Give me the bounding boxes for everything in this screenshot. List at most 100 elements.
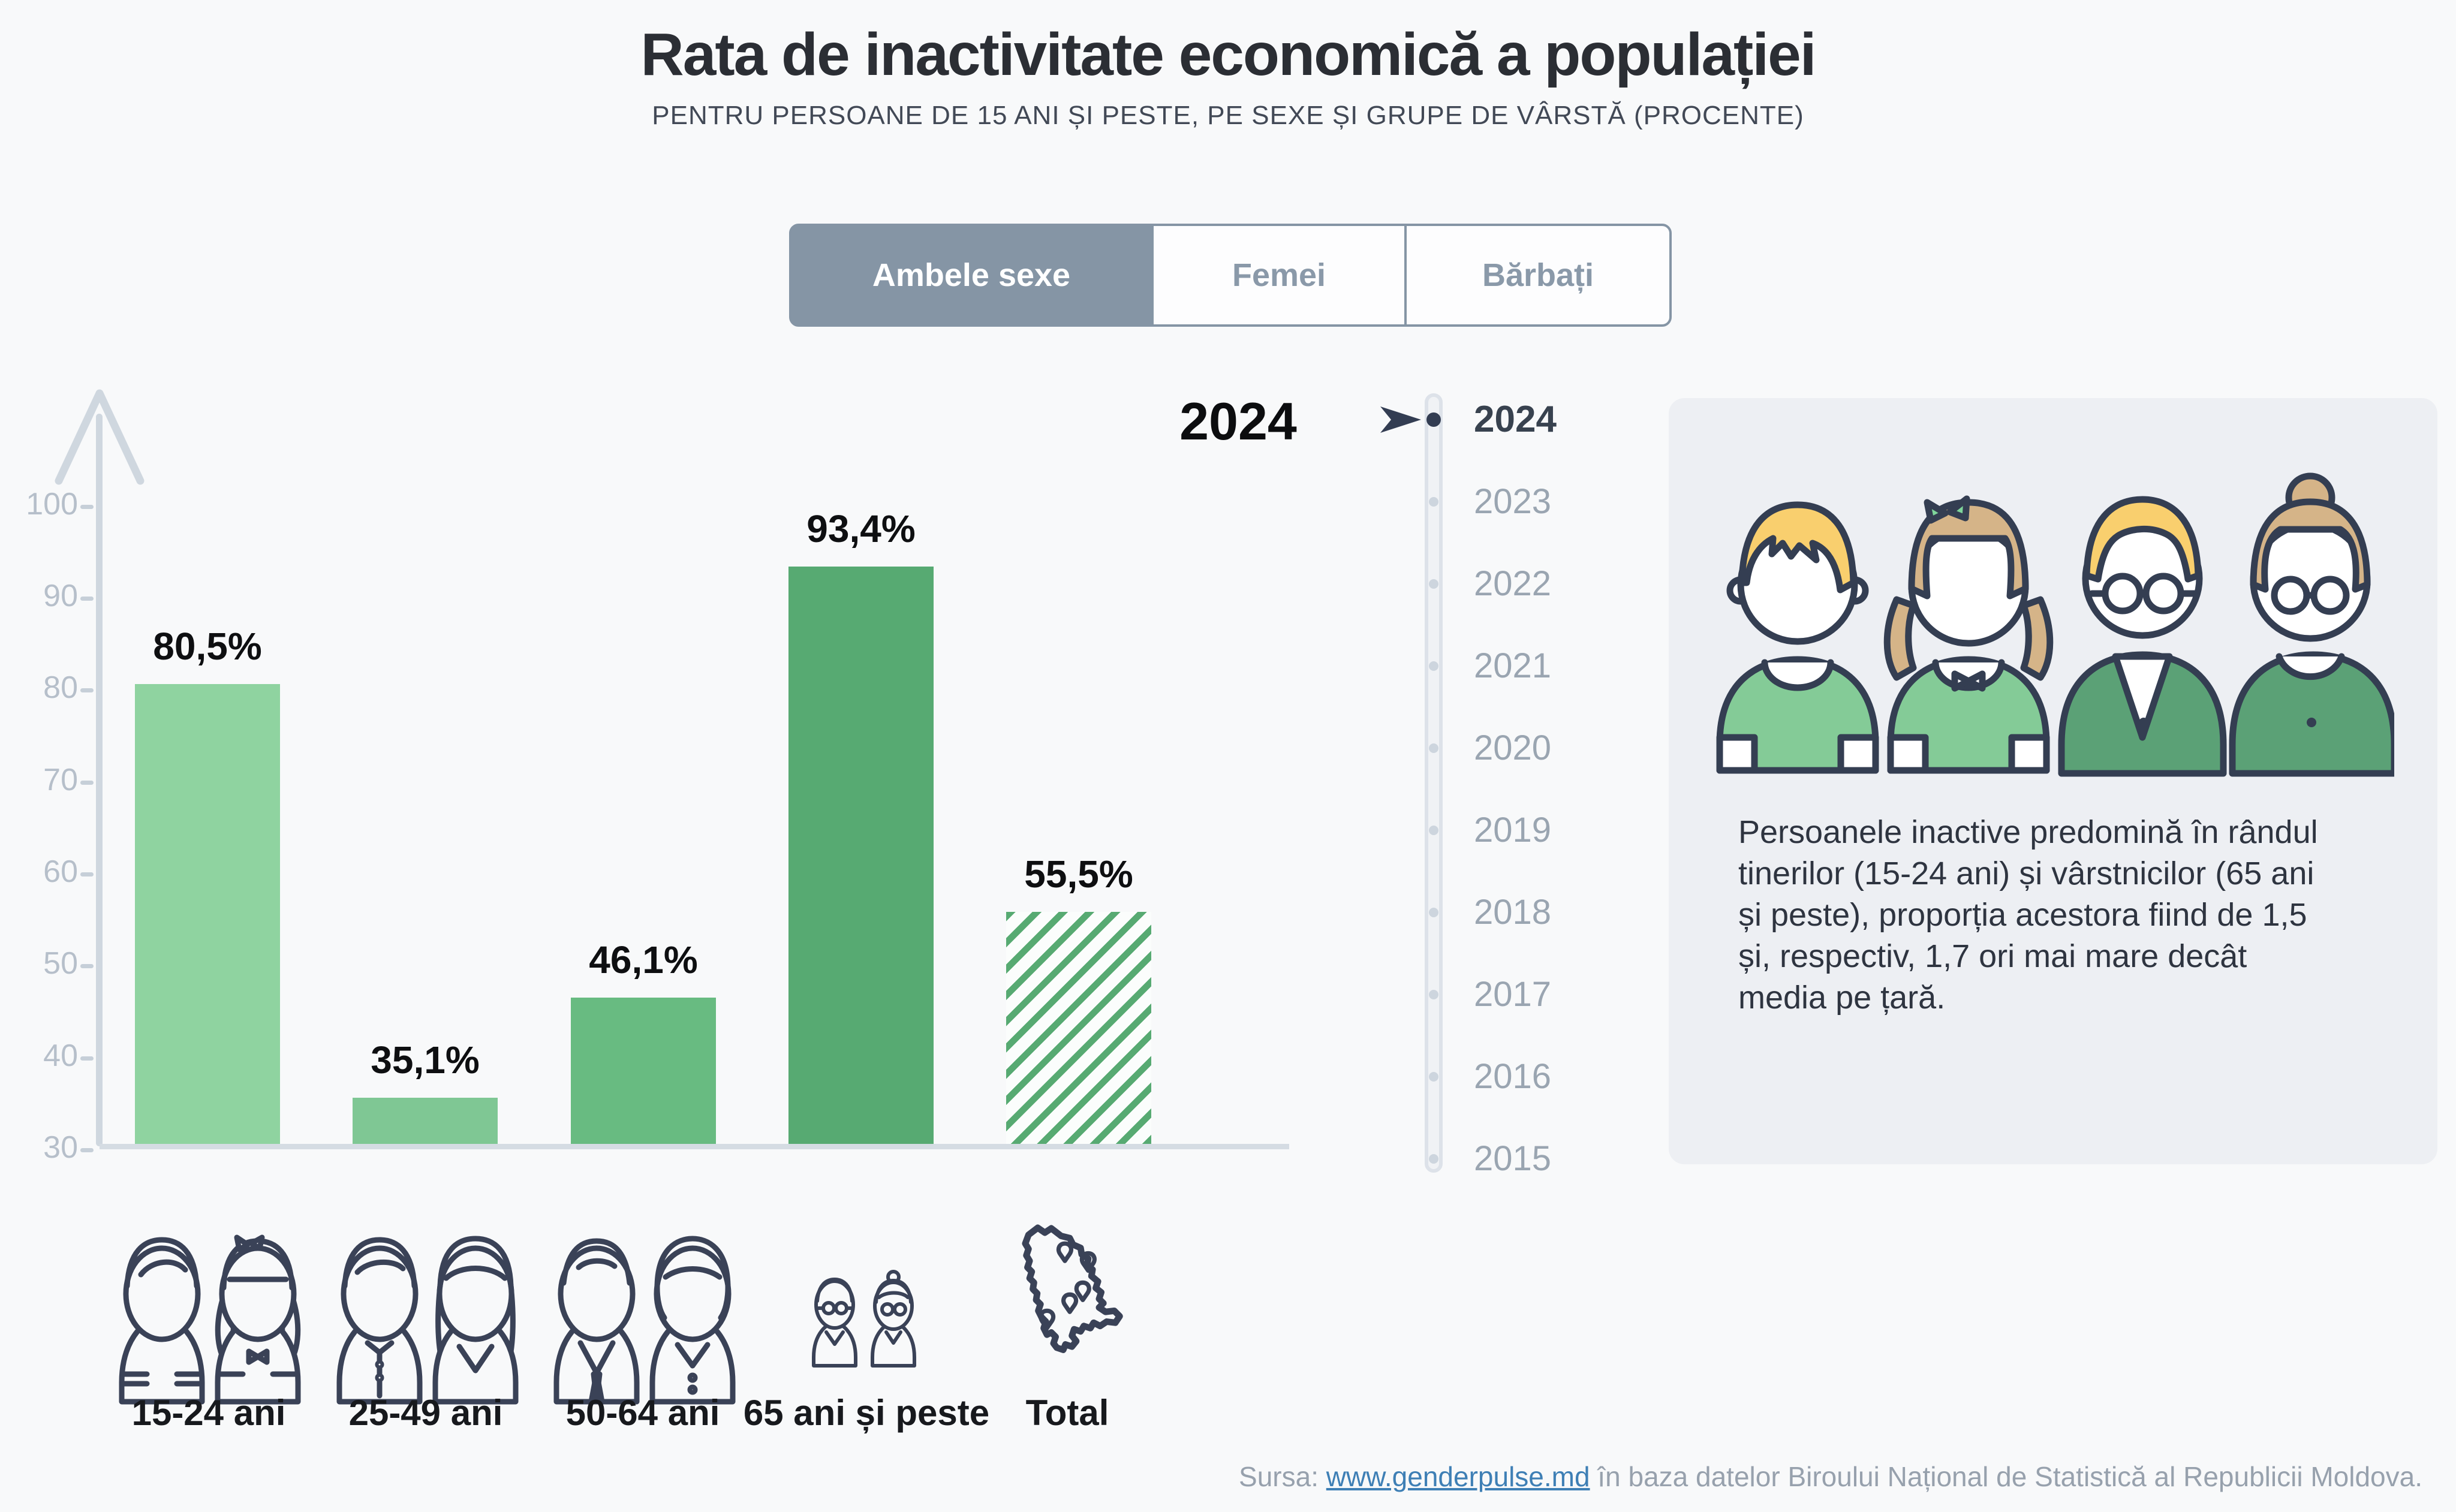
age-65-plus-icon (812, 1270, 916, 1368)
tab-femei[interactable]: Femei (1151, 224, 1407, 327)
timeline-year-label[interactable]: 2018 (1474, 893, 1552, 932)
bar-65-plus (788, 567, 934, 1144)
source-link[interactable]: www.genderpulse.md (1326, 1461, 1590, 1492)
tab-label: Bărbați (1482, 257, 1594, 293)
map-pin-icon (1039, 1241, 1097, 1330)
timeline-dot[interactable] (1429, 1154, 1438, 1164)
timeline-year-label[interactable]: 2017 (1474, 975, 1552, 1014)
timeline-year-2018[interactable]: 2018 (1379, 892, 1661, 933)
info-card-text: Persoanele inactive predomină în rândul … (1738, 814, 2318, 1016)
y-tick-30: 30 (43, 1130, 78, 1165)
bar-15-24 (135, 684, 280, 1144)
bar-value-label: 46,1% (589, 938, 698, 981)
woman-avatar-icon (2229, 472, 2394, 777)
y-tick-60: 60 (43, 854, 78, 889)
tab-barbati[interactable]: Bărbați (1404, 224, 1672, 327)
timeline-dot[interactable] (1426, 412, 1441, 427)
timeline-year-2024[interactable]: 2024 (1379, 399, 1661, 440)
info-card: Persoanele inactive predomină în rândul … (1669, 398, 2437, 1164)
adult-woman-outline-icon (432, 1236, 519, 1405)
selected-year-label: 2024 (1179, 391, 1297, 451)
tab-ambele-sexe[interactable]: Ambele sexe (789, 224, 1154, 327)
y-tick-mark (80, 1148, 94, 1152)
category-label-25-49: 25-49 ani (348, 1393, 503, 1433)
y-tick-mark (80, 781, 94, 785)
timeline-year-2023[interactable]: 2023 (1379, 481, 1661, 522)
timeline-year-label[interactable]: 2015 (1474, 1139, 1552, 1178)
timeline-dot[interactable] (1429, 497, 1438, 507)
man-avatar-icon (2058, 496, 2227, 777)
bar-value-label: 55,5% (1024, 853, 1133, 896)
timeline-year-2015[interactable]: 2015 (1379, 1138, 1661, 1179)
y-tick-mark (80, 964, 94, 968)
age-50-64-icon (553, 1236, 736, 1405)
age-15-24-icon (119, 1234, 301, 1405)
y-tick-100: 100 (26, 487, 78, 522)
year-timeline: 2024 2023 2022 2021 2020 2019 2018 2017 … (1379, 387, 1661, 1203)
page-title: Rata de inactivitate economică a populaț… (640, 21, 1816, 88)
category-label-15-24: 15-24 ani (131, 1393, 286, 1433)
timeline-dot[interactable] (1429, 1072, 1438, 1082)
people-illustration-icon (1716, 472, 2394, 777)
timeline-year-label[interactable]: 2022 (1474, 564, 1552, 603)
y-axis-arrow-icon (55, 389, 145, 485)
timeline-year-2017[interactable]: 2017 (1379, 974, 1661, 1015)
boy-avatar-icon (1716, 501, 1879, 774)
bar-value-label: 80,5% (153, 625, 262, 668)
timeline-year-2016[interactable]: 2016 (1379, 1056, 1661, 1097)
bar-group-15-24: 80,5% (135, 624, 280, 1144)
source-prefix: Sursa: (1239, 1461, 1326, 1492)
timeline-year-label[interactable]: 2023 (1474, 482, 1552, 521)
bar-group-65-plus: 93,4% (788, 507, 934, 1144)
senior-man-suit-outline-icon (553, 1238, 640, 1405)
category-label-total: Total (1025, 1393, 1109, 1433)
young-boy-outline-icon (119, 1237, 205, 1405)
timeline-year-label[interactable]: 2020 (1474, 728, 1552, 767)
elderly-man-outline-icon (812, 1278, 857, 1368)
timeline-year-2019[interactable]: 2019 (1379, 810, 1661, 851)
timeline-year-label[interactable]: 2016 (1474, 1057, 1552, 1096)
y-tick-40: 40 (43, 1038, 78, 1073)
bar-value-label: 35,1% (371, 1038, 480, 1082)
tab-label: Femei (1232, 257, 1326, 293)
timeline-year-2022[interactable]: 2022 (1379, 564, 1661, 604)
timeline-active-arrow-icon (1380, 406, 1421, 433)
bar-total-hatched (1006, 912, 1151, 1144)
age-25-49-icon (336, 1236, 519, 1405)
timeline-dot[interactable] (1429, 990, 1438, 999)
bar-value-label: 93,4% (806, 507, 916, 550)
y-tick-70: 70 (43, 763, 78, 797)
adult-man-outline-icon (336, 1237, 423, 1405)
bar-group-50-64: 46,1% (571, 938, 716, 1144)
timeline-year-2021[interactable]: 2021 (1379, 646, 1661, 686)
timeline-track[interactable] (1425, 393, 1443, 1173)
tab-label: Ambele sexe (872, 257, 1071, 293)
timeline-year-label[interactable]: 2019 (1474, 811, 1552, 850)
bar-group-25-49: 35,1% (353, 1038, 498, 1144)
timeline-year-2020[interactable]: 2020 (1379, 728, 1661, 769)
moldova-map-icon (1022, 1224, 1123, 1353)
timeline-dot[interactable] (1429, 908, 1438, 917)
senior-woman-outline-icon (649, 1236, 736, 1405)
timeline-year-label[interactable]: 2024 (1474, 399, 1557, 440)
timeline-dot[interactable] (1429, 661, 1438, 671)
category-label-65-plus: 65 ani și peste (743, 1393, 990, 1433)
timeline-dot[interactable] (1429, 579, 1438, 589)
y-tick-mark (80, 1056, 94, 1061)
source-line: Sursa: www.genderpulse.md în baza datelo… (1239, 1460, 2422, 1493)
timeline-dot[interactable] (1429, 826, 1438, 835)
bar-group-total: 55,5% (1006, 852, 1151, 1144)
bar-25-49 (353, 1098, 498, 1144)
y-tick-80: 80 (43, 670, 78, 705)
girl-avatar-icon (1883, 495, 2054, 774)
timeline-year-label[interactable]: 2021 (1474, 646, 1552, 685)
y-tick-50: 50 (43, 946, 78, 981)
y-tick-mark (80, 872, 94, 877)
timeline-dot[interactable] (1429, 743, 1438, 753)
y-tick-mark (80, 688, 94, 692)
page-subtitle: PENTRU PERSOANE DE 15 ANI ȘI PESTE, PE S… (652, 101, 1804, 130)
y-tick-90: 90 (43, 579, 78, 613)
sex-selector-tabs: Ambele sexe Femei Bărbați (789, 224, 1672, 327)
young-girl-outline-icon (215, 1234, 301, 1405)
